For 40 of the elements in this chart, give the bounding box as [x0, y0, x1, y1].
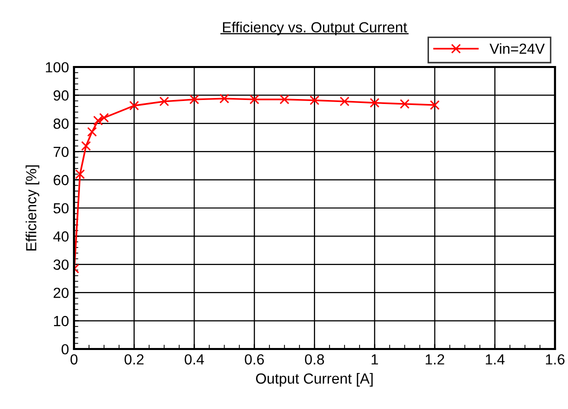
x-tick-label: 0.2 [124, 354, 144, 365]
y-axis-title: Efficiency [%] [26, 165, 40, 250]
y-tick-label: 70 [54, 146, 69, 158]
x-tick-label: 1 [372, 354, 378, 364]
point [280, 94, 290, 104]
point [310, 95, 320, 106]
y-tick-label: 50 [54, 203, 69, 214]
point [99, 112, 109, 123]
y-tick-label: 60 [54, 174, 69, 186]
y-tick-label: 40 [53, 231, 69, 242]
point [81, 141, 91, 151]
x-tick-label: 1.6 [546, 354, 564, 365]
y-tick-label: 20 [54, 288, 69, 298]
y-tick-label: 100 [46, 62, 69, 72]
point [430, 100, 440, 110]
x-tick-label: 0.4 [184, 354, 204, 365]
x-tick-label: 1.2 [426, 354, 444, 364]
point [219, 94, 230, 104]
point [250, 94, 260, 104]
point [189, 94, 200, 104]
y-tick-label: 0 [62, 344, 69, 354]
point [159, 96, 170, 106]
point [370, 98, 380, 108]
chart-title: Efficiency vs. Output Current [223, 22, 408, 36]
point [129, 100, 139, 110]
point [87, 127, 97, 137]
point [93, 116, 103, 126]
x-axis-title: Output Current [A] [256, 373, 373, 387]
y-tick-label: 90 [54, 90, 69, 101]
x-tick-label: 0 [70, 354, 78, 365]
legend-label: Vin=24V [490, 43, 545, 54]
point [340, 96, 350, 106]
x-tick-label: 0.8 [304, 354, 324, 365]
x-tick-label: 1.4 [486, 354, 505, 364]
point [400, 99, 410, 109]
y-tick-label: 30 [53, 260, 69, 270]
point [75, 169, 85, 180]
y-tick-label: 80 [54, 118, 69, 129]
y-tick-label: 10 [54, 316, 69, 326]
x-tick-label: 0.6 [244, 354, 264, 365]
